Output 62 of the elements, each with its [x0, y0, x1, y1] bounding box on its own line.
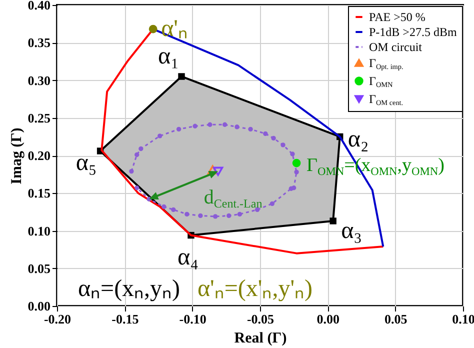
x-tick-label: 0.05 — [384, 312, 408, 326]
point — [290, 152, 295, 156]
y-axis-title: Imag (Γ) — [8, 128, 25, 184]
annotation: α₁ — [158, 43, 179, 70]
point — [248, 126, 253, 132]
annotation: α₄ — [178, 244, 198, 270]
y-tick-label: 0.05 — [28, 260, 51, 276]
annotation: α₃ — [341, 218, 362, 244]
annotation: α'ₙ — [161, 16, 188, 42]
annotation: α'ₙ=(x'ₙ,y'ₙ) — [197, 276, 313, 302]
point — [148, 24, 158, 34]
point — [237, 212, 242, 217]
point — [184, 212, 190, 217]
point — [288, 186, 294, 191]
x-tick-label: -0.10 — [179, 312, 206, 326]
point — [222, 122, 228, 127]
annotation: α₅ — [76, 150, 97, 176]
legend-label: P-1dB >27.5 dBm — [369, 25, 458, 39]
point — [208, 122, 212, 127]
legend-label: Γ$_{Opt. imp.}$ — [369, 56, 404, 72]
point — [271, 136, 276, 141]
y-tick-label: 0.00 — [28, 298, 50, 314]
legend-label: PAE >50 % — [369, 10, 426, 24]
point — [162, 204, 166, 210]
point — [280, 142, 286, 148]
point — [294, 170, 299, 174]
point — [212, 214, 218, 219]
y-tick-label: 0.30 — [28, 72, 50, 88]
y-tick-label: 0.10 — [28, 223, 50, 238]
annotation: αₙ=(xₙ,yₙ) — [78, 276, 180, 302]
y-tick-label: 0.40 — [28, 0, 50, 12]
y-tick-label: 0.20 — [28, 148, 50, 163]
point — [158, 134, 162, 138]
x-tick-label: 0.00 — [316, 312, 340, 326]
x-axis-title: Real (Γ) — [234, 330, 287, 346]
y-tick-label: 0.35 — [28, 35, 51, 50]
line-series — [129, 122, 299, 219]
point — [176, 126, 182, 132]
point — [292, 158, 301, 168]
y-tick-label: 0.25 — [28, 110, 51, 126]
point — [129, 168, 134, 174]
legend-label: Γ$_{OM cent.}$ — [369, 92, 404, 108]
point — [263, 131, 268, 136]
point — [226, 213, 232, 218]
point — [234, 124, 240, 130]
point — [270, 201, 275, 206]
x-tick-label: -0.05 — [246, 312, 275, 326]
point — [192, 124, 198, 128]
legend-label: OM circuit — [369, 40, 423, 54]
point — [198, 213, 203, 218]
annotation: d$_{Cent.-Lan}$ — [204, 186, 262, 210]
x-tick-label: -0.15 — [112, 312, 140, 326]
annotation: α₂ — [348, 126, 369, 153]
x-tick-label: -0.20 — [44, 312, 72, 326]
point — [212, 166, 224, 176]
y-tick-label: 0.15 — [28, 186, 51, 201]
point — [171, 207, 176, 212]
point — [208, 165, 218, 174]
point — [134, 152, 140, 158]
point — [134, 186, 140, 190]
point — [138, 146, 144, 152]
legend-label: Γ$_{OMN}$ — [369, 74, 394, 90]
